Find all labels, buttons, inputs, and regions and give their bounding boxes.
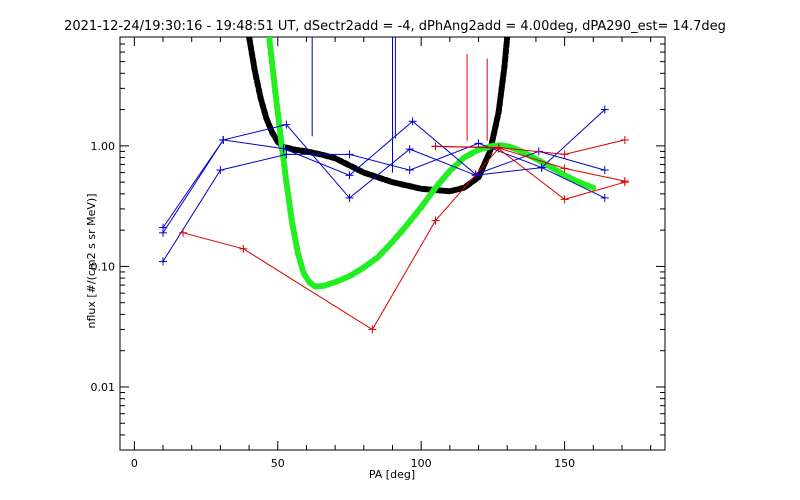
red-series-line (435, 145, 625, 182)
x-tick-label: 50 (271, 457, 285, 470)
y-axis-label: nflux [#/(cm2 s sr MeV)] (85, 194, 98, 329)
blue-data-point (159, 257, 168, 266)
blue-data-point (345, 171, 354, 180)
red-data-point (620, 135, 629, 144)
blue-data-point (405, 145, 414, 154)
red-data-point (368, 325, 377, 334)
blue-data-point (216, 166, 225, 175)
blue-data-point (345, 150, 354, 159)
y-tick-label: 0.10 (91, 260, 116, 273)
model-curves (246, 37, 597, 290)
y-tick-label: 0.01 (91, 381, 116, 394)
x-tick-label: 150 (554, 457, 575, 470)
blue-data-point (408, 117, 417, 126)
red-data-point (560, 150, 569, 159)
black-model-curve (246, 37, 511, 195)
blue-series-line (162, 109, 606, 262)
red-data-point (179, 228, 188, 237)
data-series (159, 37, 629, 334)
x-tick-label: 0 (131, 457, 138, 470)
red-data-point (431, 216, 440, 225)
blue-data-point (600, 166, 609, 175)
blue-data-point (537, 163, 546, 172)
y-tick-label: 1.00 (91, 140, 116, 153)
x-axis-label: PA [deg] (369, 468, 415, 481)
red-data-point (560, 164, 569, 173)
blue-data-point (159, 228, 168, 237)
blue-series-line (162, 124, 606, 228)
red-data-point (560, 195, 569, 204)
red-data-point (431, 142, 440, 151)
blue-data-point (282, 150, 291, 159)
blue-data-point (219, 135, 228, 144)
blue-data-point (600, 105, 609, 114)
red-data-point (620, 177, 629, 186)
red-data-point (239, 244, 248, 253)
blue-data-point (600, 193, 609, 202)
chart-title: 2021-12-24/19:30:16 - 19:48:51 UT, dSect… (64, 19, 726, 34)
blue-data-point (345, 193, 354, 202)
green-model-curve (266, 37, 597, 290)
blue-data-point (405, 166, 414, 175)
blue-series-line (162, 120, 605, 234)
x-tick-label: 100 (411, 457, 432, 470)
blue-data-point (279, 144, 288, 153)
blue-data-point (282, 120, 291, 129)
blue-data-point (474, 139, 483, 148)
red-data-point (494, 144, 503, 153)
